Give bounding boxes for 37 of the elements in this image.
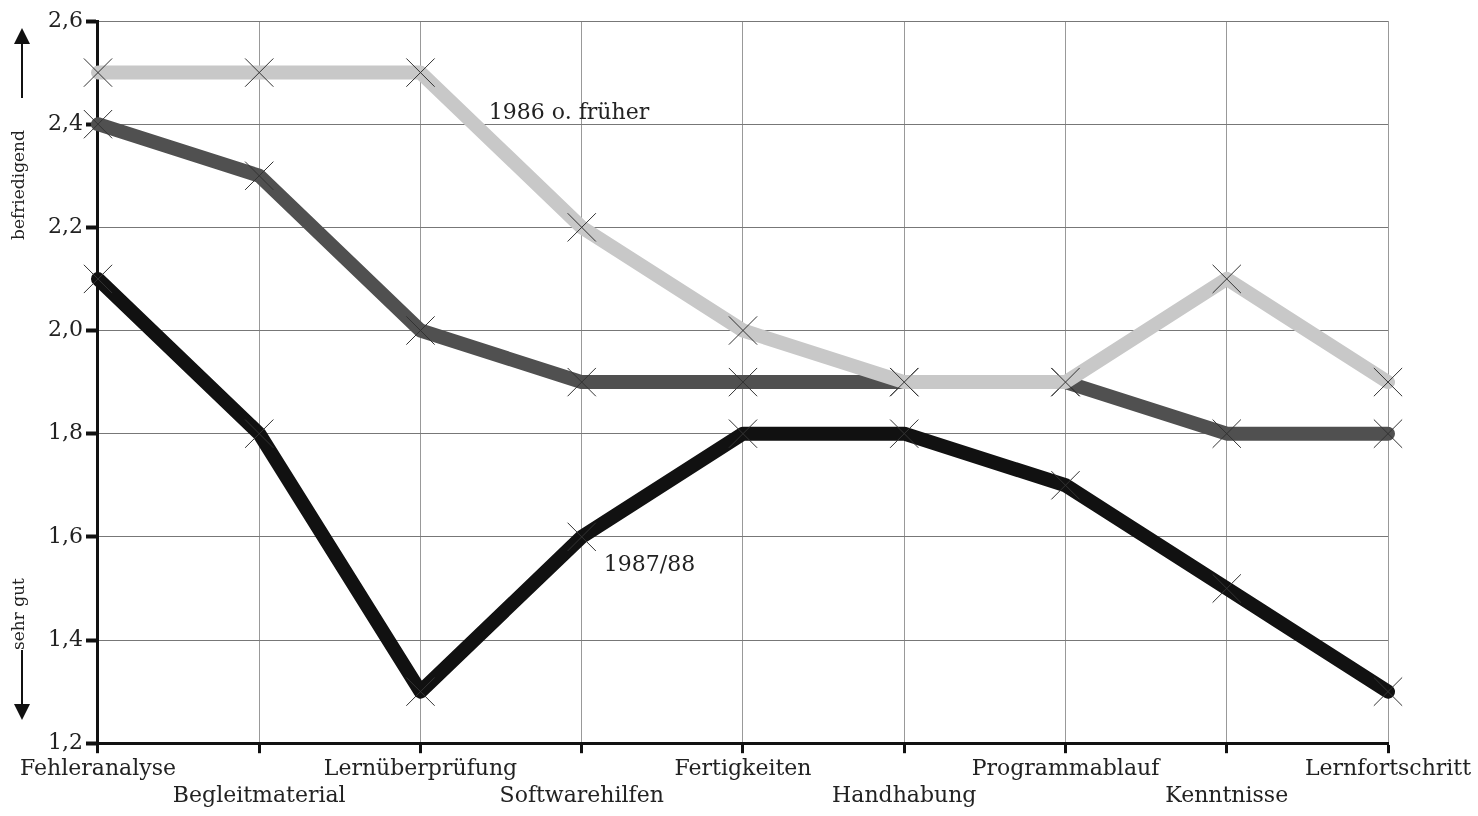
point xyxy=(1212,573,1242,604)
point xyxy=(1050,470,1081,500)
y-tick-label: 2,4 xyxy=(47,109,83,135)
x-tick-label: Fehleranalyse xyxy=(19,755,176,781)
point xyxy=(728,419,758,449)
point xyxy=(83,109,113,139)
x-tick-label: Lernüberprüfung xyxy=(323,755,518,781)
x-tick-label: Handhabung xyxy=(832,781,977,807)
x-tick-label: Softwarehilfen xyxy=(499,781,664,807)
series-label: 1986 o. früher xyxy=(488,99,650,125)
x-tick-label: Lernfortschritt xyxy=(1304,755,1472,781)
x-tick-label: Kenntnisse xyxy=(1165,781,1289,807)
x-tick-label: Begleitmaterial xyxy=(172,781,346,807)
point xyxy=(728,367,758,397)
x-tick-label: Fertigkeiten xyxy=(674,755,812,781)
y-tick-label: 1,2 xyxy=(47,728,83,754)
y-tick-label: 2,2 xyxy=(47,213,83,239)
y-tick-label: 1,8 xyxy=(47,419,83,445)
text: sehr gut xyxy=(8,578,28,650)
point xyxy=(83,264,113,294)
series-label: 1987/88 xyxy=(603,550,696,576)
point xyxy=(889,419,919,449)
point xyxy=(567,522,597,552)
point xyxy=(405,315,436,346)
point xyxy=(244,161,274,191)
y-tick-label: 2,0 xyxy=(47,316,83,342)
point xyxy=(1373,419,1403,449)
point xyxy=(1212,419,1242,449)
point xyxy=(567,367,597,397)
text: befriedigend xyxy=(8,130,28,240)
y-tick-label: 2,6 xyxy=(47,6,83,32)
y-tick-label: 1,4 xyxy=(47,625,83,651)
point xyxy=(244,419,274,449)
point xyxy=(1373,676,1403,707)
x-tick-label: Programmablauf xyxy=(971,755,1162,781)
point xyxy=(405,676,436,707)
y-tick-label: 1,6 xyxy=(47,522,83,548)
